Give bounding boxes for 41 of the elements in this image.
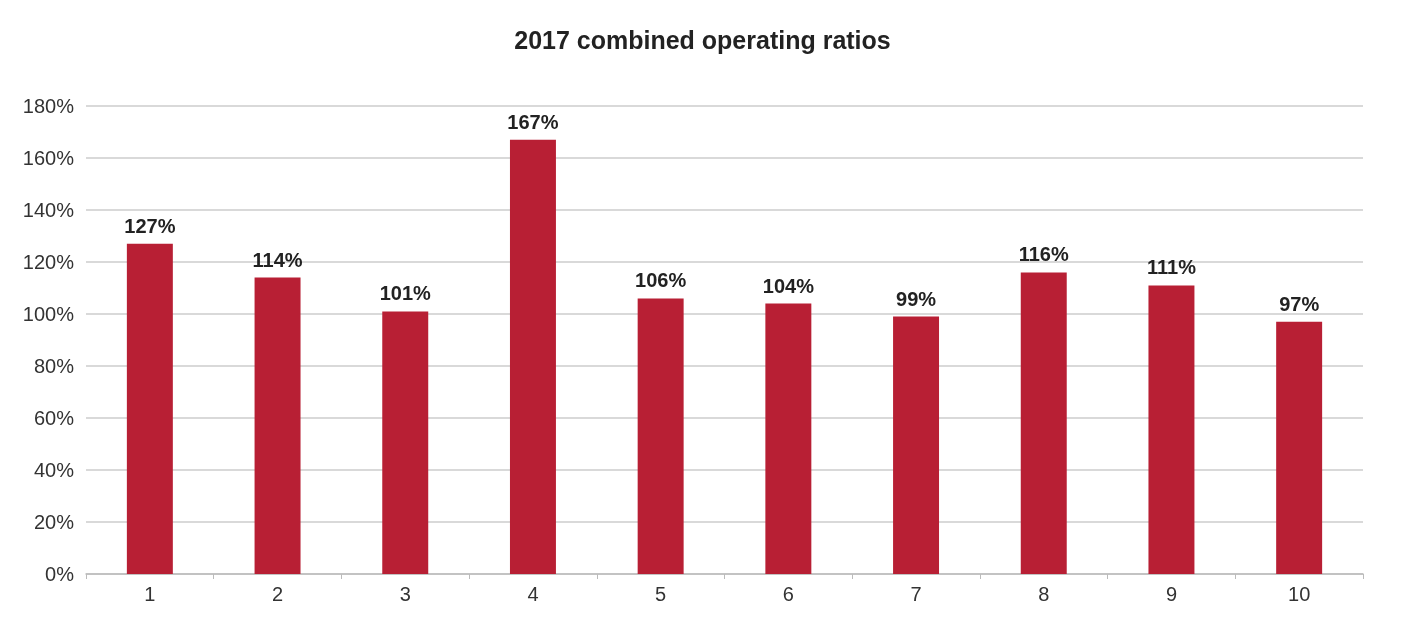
y-tick-label: 160%	[22, 147, 75, 169]
y-tick-label: 180%	[22, 95, 75, 117]
bar	[637, 298, 684, 574]
data-label: 101%	[379, 282, 432, 305]
chart-title: 2017 combined operating ratios	[514, 25, 891, 54]
data-label: 97%	[1279, 292, 1320, 315]
y-tick-label: 20%	[33, 511, 75, 533]
bar	[1148, 285, 1195, 574]
y-tick-label: 100%	[22, 303, 75, 325]
data-label: 127%	[124, 214, 176, 237]
x-tick-label: 1	[144, 583, 156, 605]
bar	[1276, 321, 1323, 574]
data-label: 111%	[1146, 256, 1197, 279]
data-label: 104%	[762, 274, 815, 297]
x-tick-label: 9	[1165, 583, 1178, 605]
x-tick-label: 6	[782, 583, 794, 605]
x-tick-label: 5	[655, 583, 667, 605]
x-tick-label: 2	[271, 583, 284, 605]
x-tick-label: 4	[527, 583, 539, 605]
y-tick-label: 60%	[33, 407, 75, 429]
x-tick-label: 10	[1288, 583, 1311, 605]
data-label: 114%	[252, 248, 303, 271]
x-tick-label: 7	[910, 583, 922, 605]
bar	[893, 316, 940, 574]
bar	[382, 311, 429, 574]
bar	[1020, 272, 1067, 574]
data-label: 116%	[1018, 243, 1069, 266]
y-tick-label: 120%	[22, 251, 75, 273]
y-tick-label: 40%	[33, 459, 75, 481]
y-tick-label: 80%	[33, 355, 75, 377]
data-label: 99%	[896, 287, 937, 310]
x-tick-label: 3	[399, 583, 411, 605]
data-label: 167%	[507, 110, 559, 133]
data-label: 106%	[635, 269, 687, 292]
bar	[765, 303, 812, 574]
y-tick-label: 0%	[45, 563, 75, 585]
bar	[126, 243, 173, 574]
x-tick-label: 8	[1038, 583, 1050, 605]
bar	[509, 139, 556, 574]
y-tick-label: 140%	[22, 199, 75, 221]
bar	[254, 277, 301, 574]
